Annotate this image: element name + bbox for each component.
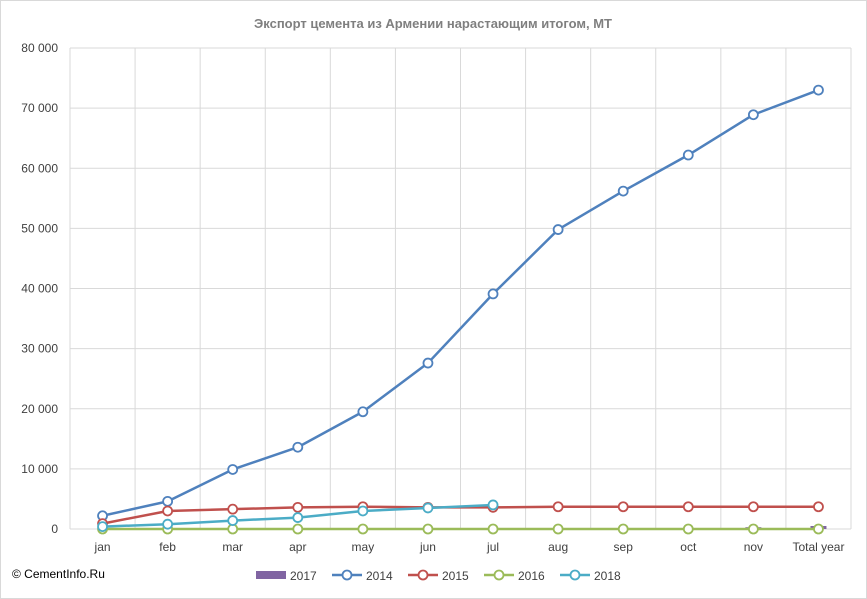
legend-label: 2018 xyxy=(594,569,621,583)
data-point-2014 xyxy=(162,495,174,507)
data-point-2016 xyxy=(813,523,824,535)
legend-marker-2014 xyxy=(341,569,353,581)
data-point-2015 xyxy=(747,501,759,513)
y-tick-label: 0 xyxy=(51,522,58,536)
legend-marker-2015 xyxy=(417,569,429,581)
x-axis-ticks: jan feb mar apr may jun jul aug sep oct nov Total y… xyxy=(94,540,845,554)
x-tick-label: oct xyxy=(680,540,697,554)
data-point-2015 xyxy=(227,503,239,515)
y-tick-label: 80 000 xyxy=(21,41,58,55)
data-point-2016 xyxy=(292,523,304,535)
data-point-2018 xyxy=(487,499,499,511)
data-point-2014 xyxy=(813,84,824,96)
data-point-2014 xyxy=(227,464,239,475)
data-point-2016 xyxy=(357,523,369,535)
x-tick-label: Total year xyxy=(792,540,844,554)
legend-label: 2015 xyxy=(442,569,469,583)
data-point-2014 xyxy=(292,441,304,453)
data-point-2014 xyxy=(682,149,694,161)
data-point-2016 xyxy=(747,523,759,535)
legend-swatch-2017 xyxy=(256,571,286,579)
legend-marker-2018 xyxy=(569,569,581,581)
x-tick-label: sep xyxy=(614,540,634,554)
data-point-2016 xyxy=(422,523,434,535)
series-2014 xyxy=(97,84,824,522)
data-point-2015 xyxy=(682,501,694,513)
legend-label: 2017 xyxy=(290,569,317,583)
line-series xyxy=(97,84,824,535)
data-point-2014 xyxy=(552,224,564,235)
data-point-2018 xyxy=(357,505,369,517)
legend-label: 2016 xyxy=(518,569,545,583)
data-point-2016 xyxy=(552,523,564,535)
x-tick-label: apr xyxy=(289,540,306,554)
data-point-2014 xyxy=(617,185,629,197)
y-tick-label: 10 000 xyxy=(21,462,58,476)
series-2018 xyxy=(97,499,499,532)
x-tick-label: jul xyxy=(486,540,499,554)
data-point-2016 xyxy=(682,523,694,535)
data-point-2018 xyxy=(422,502,434,514)
copyright-text: © CementInfo.Ru xyxy=(12,567,105,581)
data-point-2018 xyxy=(162,518,174,530)
series-line-2014 xyxy=(102,88,819,517)
y-tick-label: 40 000 xyxy=(21,282,58,296)
data-point-2014 xyxy=(357,406,369,418)
y-tick-label: 30 000 xyxy=(21,342,58,356)
x-tick-label: nov xyxy=(744,540,763,554)
y-tick-label: 70 000 xyxy=(21,101,58,115)
data-point-2018 xyxy=(97,521,108,532)
legend-label: 2014 xyxy=(366,569,393,583)
x-tick-label: feb xyxy=(159,540,176,554)
legend-marker-2016 xyxy=(493,569,505,581)
chart-title: Экспорт цемента из Армении нарастающим и… xyxy=(254,16,612,31)
y-axis-ticks: 0 10 000 20 000 30 000 40 000 50 000 60 000 70 … xyxy=(21,41,58,536)
y-tick-label: 50 000 xyxy=(21,221,58,235)
x-tick-label: mar xyxy=(222,540,243,554)
data-point-2015 xyxy=(292,501,304,513)
x-tick-label: aug xyxy=(548,540,568,554)
data-point-2018 xyxy=(227,515,239,526)
data-point-2015 xyxy=(617,501,629,513)
data-point-2015 xyxy=(813,501,824,513)
grid xyxy=(69,47,852,530)
data-point-2018 xyxy=(292,512,304,523)
legend: 2017 2014 2015 2016 2018 xyxy=(256,569,621,583)
data-point-2014 xyxy=(422,357,434,369)
data-point-2016 xyxy=(617,523,629,535)
x-tick-label: jun xyxy=(419,540,436,554)
data-point-2015 xyxy=(162,505,174,517)
x-tick-label: may xyxy=(352,540,375,554)
y-tick-label: 60 000 xyxy=(21,161,58,175)
data-point-2014 xyxy=(747,109,759,121)
x-tick-label: jan xyxy=(94,540,111,554)
data-point-2014 xyxy=(487,288,499,300)
y-tick-label: 20 000 xyxy=(21,402,58,416)
data-point-2015 xyxy=(552,501,564,513)
data-point-2016 xyxy=(487,523,499,535)
